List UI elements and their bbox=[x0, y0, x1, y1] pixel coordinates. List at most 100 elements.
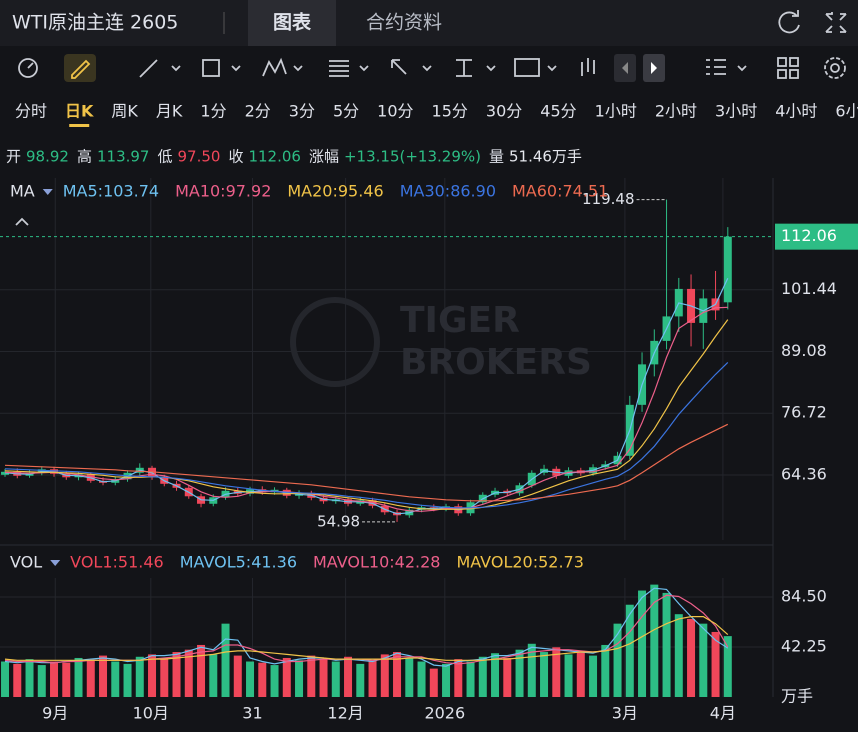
volume-bar bbox=[368, 660, 377, 697]
legend-entry: MAVOL10:42.28 bbox=[313, 553, 440, 572]
toolbar[interactable] bbox=[18, 54, 846, 82]
top-bar bbox=[0, 0, 858, 46]
volume-bar bbox=[650, 584, 659, 697]
volume-bar bbox=[62, 662, 71, 697]
period[interactable]: 10分 bbox=[377, 102, 413, 121]
period-bar: 分时 日K 周K 月K 1分 2分 3分 5分 10分 15分 30分 45分 1小时 2小时 3小时 4小时… bbox=[15, 102, 858, 127]
period[interactable]: 日K bbox=[65, 102, 94, 121]
y-tick-label: 101.44 bbox=[781, 279, 837, 298]
high-label: 119.48 bbox=[582, 190, 635, 208]
tab[interactable]: 合约资料 bbox=[366, 12, 442, 34]
x-tick-label: 2026 bbox=[424, 704, 465, 723]
low-label: 54.98 bbox=[317, 512, 360, 530]
period[interactable]: 45分 bbox=[540, 102, 576, 121]
period[interactable]: 6小时 bbox=[835, 102, 858, 121]
active-tab-bg bbox=[248, 0, 336, 46]
volume-bar bbox=[723, 636, 732, 697]
period[interactable]: 1小时 bbox=[595, 102, 637, 121]
period[interactable]: 15分 bbox=[432, 102, 468, 121]
y-tick-label: 42.25 bbox=[781, 637, 827, 656]
legend-entry: MA5:103.74 bbox=[63, 182, 159, 201]
tab[interactable]: 图表 bbox=[273, 11, 312, 34]
fullscreen-icon[interactable] bbox=[825, 12, 847, 33]
period[interactable]: 3小时 bbox=[715, 102, 757, 121]
volume-bar bbox=[564, 654, 573, 697]
period[interactable]: 2小时 bbox=[655, 102, 697, 121]
indicator[interactable]: VOL bbox=[10, 553, 42, 572]
volume-bar bbox=[515, 649, 524, 697]
volume-bar bbox=[295, 660, 304, 697]
legend-entry: MA30:86.90 bbox=[400, 182, 496, 201]
volume-bar bbox=[184, 649, 193, 697]
ma-line bbox=[4, 319, 729, 510]
volume-bar bbox=[123, 663, 132, 697]
legend-entry: MA60:74.51 bbox=[512, 182, 608, 201]
period[interactable]: 30分 bbox=[486, 102, 522, 121]
period-underline bbox=[69, 124, 90, 127]
watermark: BROKERS bbox=[400, 342, 592, 383]
legend-entry: VOL1:51.46 bbox=[70, 553, 164, 572]
x-tick-label: 12月 bbox=[327, 704, 363, 723]
volume-bar bbox=[148, 654, 157, 697]
watermark: TIGER bbox=[400, 300, 520, 341]
quote-value: 98.92 bbox=[26, 148, 69, 166]
quote-value: 112.06 bbox=[248, 148, 301, 166]
period[interactable]: 周K bbox=[111, 102, 138, 121]
indicator[interactable]: MA bbox=[10, 182, 35, 201]
x-tick-label: 10月 bbox=[133, 704, 169, 723]
legend-entry: MAVOL5:41.36 bbox=[180, 553, 297, 572]
last-price-tag bbox=[775, 223, 858, 250]
volume-bar bbox=[270, 665, 279, 697]
legend-entry: MA10:97.92 bbox=[175, 182, 271, 201]
volume-bar bbox=[454, 659, 463, 697]
last-price-label: 112.06 bbox=[781, 226, 837, 245]
volume-bar bbox=[405, 657, 414, 697]
volume-bar bbox=[540, 652, 549, 697]
ma-line bbox=[4, 587, 729, 667]
volume-bar bbox=[552, 647, 561, 697]
quote-label: 高 bbox=[77, 148, 92, 166]
quote-row: 开 98.92 高 113.97 低 97.50 收 112.06 涨幅 +13.15(+13.2… bbox=[6, 148, 582, 166]
volume-bar bbox=[1, 661, 10, 697]
y-tick-label: 76.72 bbox=[781, 403, 827, 422]
period[interactable]: 分时 bbox=[15, 102, 47, 121]
volume-bar bbox=[503, 657, 512, 697]
volume-bar bbox=[527, 643, 536, 697]
volume-bar bbox=[687, 618, 696, 697]
period[interactable]: 1分 bbox=[200, 102, 226, 121]
volume-bar bbox=[209, 654, 218, 697]
period[interactable]: 月K bbox=[156, 102, 183, 121]
volume-bar bbox=[442, 663, 451, 697]
volume-bar bbox=[356, 663, 365, 697]
volume-bar bbox=[417, 661, 426, 697]
dropdown bbox=[42, 189, 53, 195]
legend-entry: MAVOL20:52.73 bbox=[456, 553, 583, 572]
dropdown bbox=[50, 560, 61, 566]
quote-label: 开 bbox=[6, 148, 21, 166]
y-tick-label: 84.50 bbox=[781, 587, 827, 606]
period[interactable]: 3分 bbox=[289, 102, 315, 121]
volume-bar bbox=[37, 665, 46, 697]
volume-bar bbox=[625, 604, 634, 697]
volume-bar bbox=[711, 631, 720, 697]
period[interactable]: 2分 bbox=[245, 102, 271, 121]
collapse-icon[interactable] bbox=[15, 217, 29, 226]
volume-bar bbox=[99, 655, 108, 697]
quote-label: 涨幅 bbox=[309, 148, 339, 166]
volume-bar bbox=[246, 661, 255, 697]
volume-bar bbox=[282, 657, 291, 697]
period[interactable]: 4小时 bbox=[775, 102, 817, 121]
volume-bar bbox=[86, 660, 95, 697]
volume-bar bbox=[380, 654, 389, 697]
volume-bar bbox=[699, 623, 708, 697]
x-tick-label: 31 bbox=[242, 704, 262, 723]
period[interactable]: 5分 bbox=[333, 102, 359, 121]
refresh-icon[interactable] bbox=[778, 10, 800, 34]
ma-line bbox=[4, 306, 728, 512]
volume-bar bbox=[491, 653, 500, 697]
volume-bar bbox=[613, 623, 622, 697]
ma-line bbox=[4, 361, 729, 509]
volume-bar bbox=[111, 661, 120, 697]
symbol: WTI原油主连 2605 bbox=[12, 12, 178, 34]
